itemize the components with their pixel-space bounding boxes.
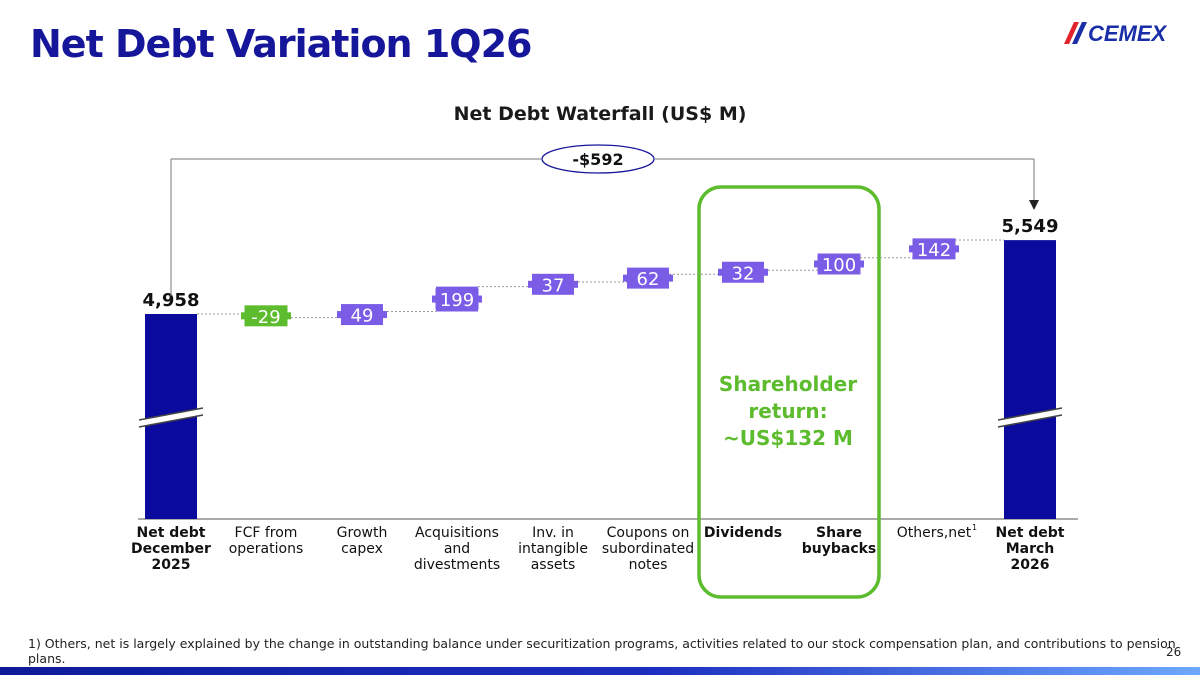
category-label: Acquisitions [415,525,499,541]
data-label: 199 [440,290,474,311]
category-label: 2025 [152,557,191,573]
page-number: 26 [1166,645,1182,659]
data-label-box [532,273,574,295]
shareholder-return-highlight-box [697,185,881,599]
data-label: 4,958 [143,290,200,311]
category-label: buybacks [802,541,877,557]
axis-break-mark [139,408,203,427]
category-label: notes [629,557,668,573]
category-label: subordinated [602,541,694,557]
category-label: December [131,541,211,557]
category-label: Inv. in [532,525,574,541]
axis-break-line [997,407,1063,421]
axis-break-line [138,414,204,428]
shareholder-return-text: ~US$132 M [723,426,853,450]
category-label: Growth [337,525,388,541]
category-label: Dividends [704,525,782,541]
category-label: intangible [518,541,588,557]
category-footnote-marker: 1 [972,523,977,532]
shareholder-return-text: return: [748,399,827,423]
total-change-ellipse [541,144,655,174]
category-label: 2026 [1011,557,1050,573]
data-label-box [341,304,383,326]
logo-wordmark: CEMEX [1088,21,1168,46]
chart-title: Net Debt Waterfall (US$ M) [453,103,747,125]
bottom-accent-bar [0,667,1200,675]
category-label: and [444,541,470,557]
category-label: FCF from [235,525,298,541]
data-label: 5,549 [1002,216,1059,237]
bar-total [1004,240,1056,519]
data-label-box [435,288,479,310]
data-label: 49 [351,306,374,327]
data-label: 32 [732,263,755,284]
axis-break-line [997,414,1063,428]
category-label: capex [341,541,383,557]
data-label-box [244,305,288,327]
logo-slash-1 [1064,22,1079,44]
category-label: Others,net [897,525,972,541]
footnote: 1) Others, net is largely explained by t… [28,636,1176,666]
axis-break-line [138,407,204,421]
bracket-arrowhead [1029,200,1039,210]
data-label: 37 [542,275,565,296]
data-label-box [722,261,764,283]
total-change-label: -$592 [572,150,623,169]
data-label: 100 [822,255,856,276]
category-label: divestments [414,557,500,573]
axis-break-mark [998,408,1062,427]
data-label: 62 [637,269,660,290]
category-label: March [1006,541,1055,557]
category-label: Net debt [136,525,205,541]
category-label: operations [229,541,304,557]
page-title: Net Debt Variation 1Q26 [30,22,532,66]
category-label: Net debt [995,525,1064,541]
data-label: 142 [917,240,951,261]
data-label-box [817,253,861,275]
data-label-box [627,267,669,289]
logo-slash-2 [1072,22,1087,44]
category-label: Share [816,525,862,541]
cemex-logo: CEMEX [1064,21,1168,46]
waterfall-chart: Shareholder return: ~US$132 M 4,958 -29 49 199… [131,144,1078,599]
data-label: -29 [251,307,280,328]
category-label: Coupons on [607,525,690,541]
category-label: assets [531,557,576,573]
data-label-box [912,238,956,260]
shareholder-return-text: Shareholder [719,372,857,396]
